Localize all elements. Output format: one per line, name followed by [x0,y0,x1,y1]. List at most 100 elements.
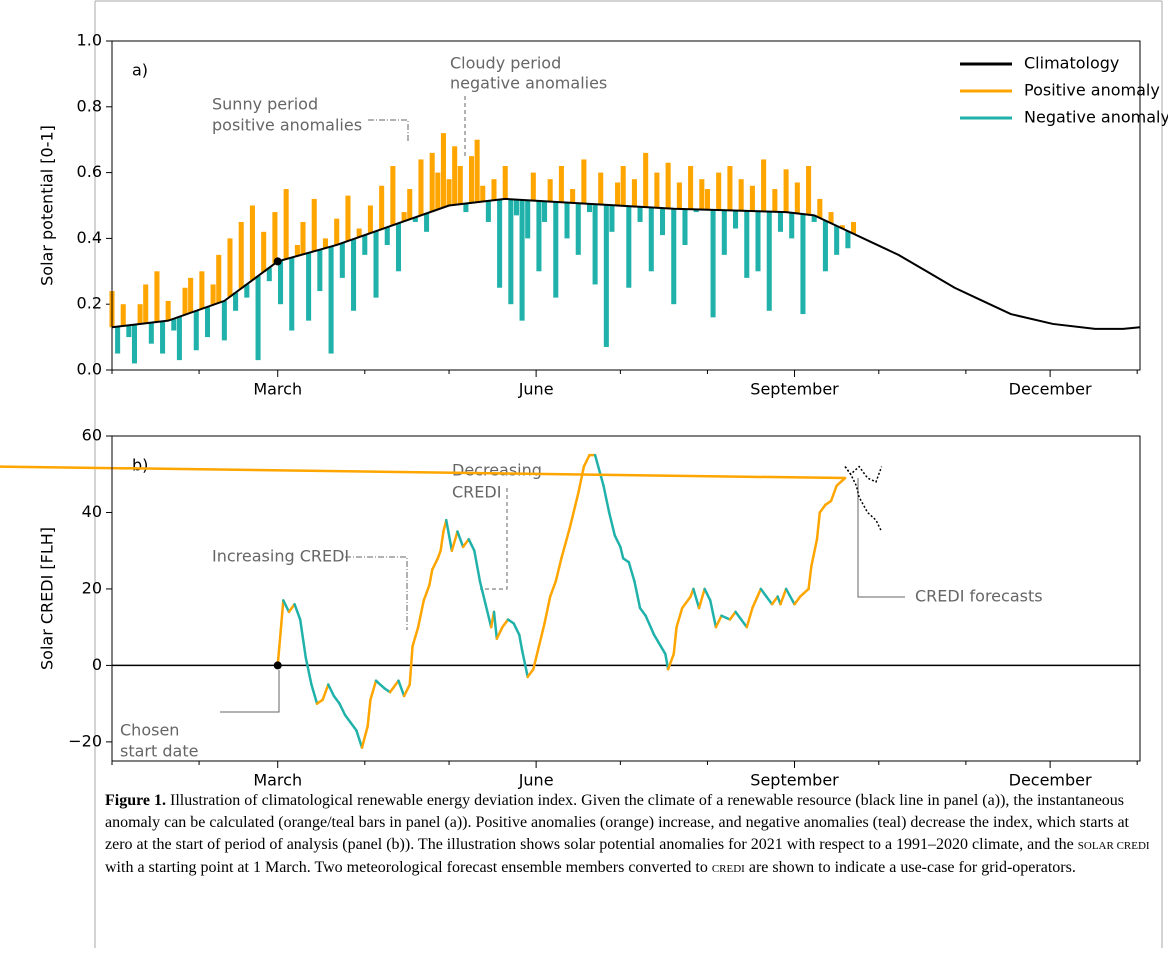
anomaly-bar [564,202,570,239]
anomaly-bar [749,185,755,212]
x-tick-label: September [750,380,839,399]
anomaly-bar [204,306,211,338]
credi-segment [697,587,706,610]
y-tick-label: 0.4 [77,228,102,247]
credi-segment [607,511,617,537]
anomaly-bar [154,271,160,322]
caption-text: CREDI [711,863,745,875]
anomaly-bar [418,159,424,216]
annotation: negative anomalies [450,74,607,93]
caption-text: Illustration of climatological renewable… [105,792,1129,853]
credi-segment [360,725,369,749]
anomaly-bar [542,201,548,222]
anomaly-bar [665,162,671,209]
credi-segment [692,587,701,610]
anomaly-bar [643,152,649,208]
anomaly-bar [609,205,615,232]
anomaly-bar [755,211,761,272]
caption-text: are shown to indicate a use-case for gri… [744,859,1076,876]
anomaly-bar [659,208,666,236]
anomaly-bar [598,172,604,205]
credi-segment [666,652,675,671]
anomaly-bar [395,223,402,272]
anomaly-bar [676,182,682,209]
anomaly-bar [626,206,632,288]
anomaly-bar [558,166,564,203]
y-tick-label: 0.6 [77,162,102,181]
leader-line [368,119,409,142]
annotation: start date [120,742,198,761]
credi-segment [759,587,768,598]
credi-segment [349,721,358,732]
anomaly-bar [547,179,553,202]
anomaly-bar [143,284,149,324]
credi-segment [619,545,625,560]
anomaly-bar [255,275,261,361]
anomaly-bar [317,249,323,292]
credi-segment [397,679,406,698]
anomaly-bar [199,271,205,309]
y-tick-label: 60 [82,426,102,445]
credi-segment [602,484,611,514]
credi-segment [416,599,426,629]
credi-segment [436,549,442,560]
plot-frame [111,435,1141,762]
anomaly-bar [233,292,239,311]
credi-segment [310,683,319,705]
x-tick-label: June [518,771,554,790]
forecast-line [844,466,883,532]
credi-segment [745,606,754,629]
anomaly-bar [519,199,525,321]
credi-segment [554,557,563,583]
credi-segment [321,683,330,702]
credi-segment [473,549,482,583]
anomaly-bar [845,231,851,249]
anomaly-bar [761,159,767,212]
anomaly-bar [615,182,621,206]
anomaly-bar [322,238,328,249]
y-tick-label: 0 [92,655,102,674]
credi-segment [779,587,788,606]
anomaly-bar [513,199,519,216]
anomaly-bar [367,205,373,234]
x-tick-label: March [253,771,302,790]
anomaly-bar [249,205,255,281]
credi-segment [548,580,558,598]
credi-segment [532,645,541,671]
y-tick-label: 0.2 [77,294,102,313]
credi-segment [366,698,372,728]
credi-segment [293,602,302,621]
x-tick-label: December [1009,771,1092,790]
credi-segment [369,679,378,702]
anomaly-bar [289,257,295,331]
caption-text: SOLAR CREDI [1077,840,1150,852]
y-tick-label: 0.8 [77,96,102,115]
credi-segment [835,476,847,487]
x-tick-label: September [750,771,839,790]
anomaly-bar [581,159,587,204]
credi-segment [343,713,352,725]
credi-segment [675,606,684,629]
credi-segment [751,587,763,610]
credi-segment [444,518,454,552]
anomaly-bar [429,152,435,212]
anomaly-bar [272,212,278,264]
plot-frame [111,40,1141,371]
anomaly-bar [738,179,744,211]
anomaly-bar [800,214,806,315]
anomaly-bar [266,267,272,282]
anomaly-bar [586,203,593,213]
credi-segment [810,537,819,568]
anomaly-bar [716,172,722,211]
credi-segment [568,492,580,530]
anomaly-bar [244,284,250,298]
credi-segment [765,595,774,606]
anomaly-bar [733,210,739,229]
anomaly-bar [727,166,733,211]
anomaly-bar [485,200,491,222]
leader-line [857,478,905,598]
anomaly-bar [783,169,789,213]
credi-segment [728,610,737,621]
